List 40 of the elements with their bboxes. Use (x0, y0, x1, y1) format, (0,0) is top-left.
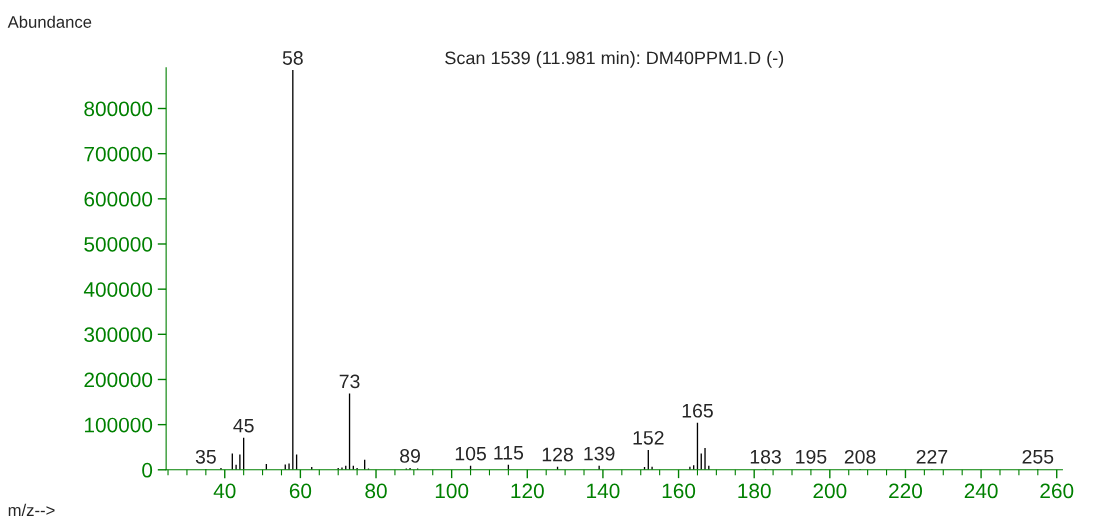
y-tick-label: 400000 (83, 282, 153, 297)
annotation: 45 (233, 418, 254, 433)
y-tick-label: 200000 (84, 372, 153, 388)
annotation: 115 (494, 446, 524, 460)
y-tick-label: 100000 (85, 417, 153, 433)
x-axis-title: m/z--> (8, 503, 55, 517)
y-tick-label: 800000 (84, 101, 153, 117)
x-tick-label: 240 (964, 483, 998, 499)
annotation: 73 (339, 374, 360, 389)
x-tick-label: 80 (365, 483, 387, 499)
annotation: 208 (844, 449, 876, 464)
annotation: 35 (195, 449, 216, 464)
annotation: 152 (633, 430, 664, 445)
x-tick-label: 40 (213, 483, 236, 499)
x-tick-label: 160 (662, 483, 696, 499)
annotation: 227 (916, 449, 948, 464)
y-tick-label: 300000 (84, 327, 153, 343)
annotation: 165 (682, 403, 713, 418)
annotation: 139 (584, 446, 615, 461)
y-tick-label: 600000 (84, 191, 153, 207)
x-tick-label: 140 (587, 483, 620, 499)
y-tick-label: 700000 (84, 146, 153, 162)
x-tick-label: 180 (738, 483, 771, 499)
annotation: 128 (542, 447, 573, 462)
y-tick-label: 0 (142, 462, 153, 478)
x-tick-label: 60 (289, 483, 312, 499)
x-tick-label: 100 (435, 483, 469, 499)
x-tick-label: 200 (813, 483, 847, 499)
x-tick-label: 220 (889, 483, 923, 499)
annotation: 89 (400, 448, 420, 463)
annotation: 105 (455, 446, 486, 461)
annotation: 195 (796, 449, 827, 464)
annotation: 183 (750, 449, 781, 464)
x-tick-label: 260 (1040, 483, 1074, 499)
annotation: 58 (282, 51, 303, 65)
y-tick-label: 500000 (84, 236, 153, 252)
chart-title: Scan 1539 (11.981 min): DM40PPM1.D (-) (445, 51, 784, 68)
y-axis-title: Abundance (7, 15, 92, 28)
x-tick-label: 120 (511, 483, 544, 499)
annotation: 255 (1022, 449, 1054, 464)
